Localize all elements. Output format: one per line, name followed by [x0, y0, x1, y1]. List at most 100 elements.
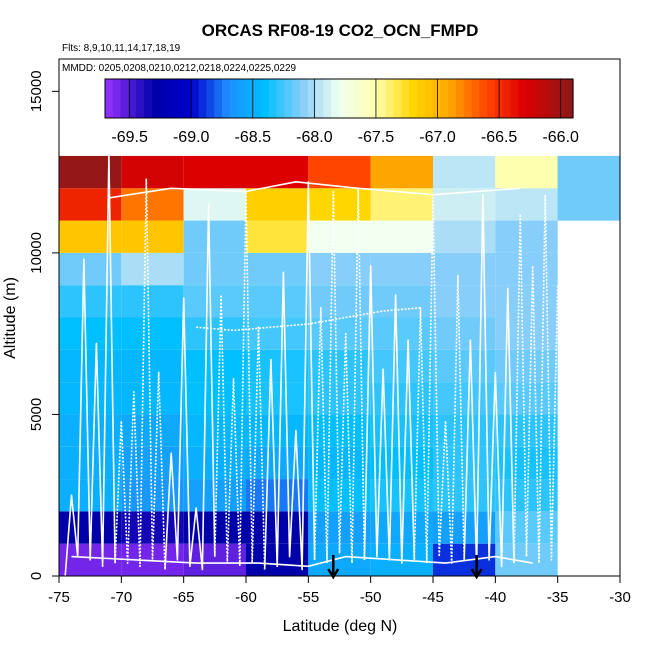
heatmap-cell-75 [246, 285, 309, 318]
heatmap-cell-59 [370, 349, 433, 383]
chart-title: ORCAS RF08-19 CO2_OCN_FMPD [202, 21, 479, 40]
colorbar-segment-4 [136, 79, 145, 118]
heatmap-cell-114 [433, 155, 496, 189]
x-tick-label-9: -30 [609, 589, 631, 606]
heatmap-cell-87 [433, 252, 496, 286]
heatmap-cell-74 [183, 285, 246, 318]
colorbar-tick-label-4: -67.5 [358, 129, 395, 146]
colorbar-segment-47 [471, 79, 480, 118]
heatmap-cell-79 [495, 285, 558, 318]
plot-frame [58, 58, 621, 577]
x-tick-label-5: -50 [360, 589, 382, 606]
colorbar-segment-19 [253, 79, 262, 118]
colorbar-segment-35 [378, 79, 387, 118]
heatmap-cell-111 [246, 155, 309, 189]
colorbar-segment-18 [245, 79, 254, 118]
heatmap-cell-91 [121, 220, 184, 253]
heatmap-cell-18 [59, 479, 122, 512]
colorbar-segment-46 [463, 79, 473, 118]
colorbar-segment-13 [206, 79, 215, 118]
x-tick-label-8: -35 [547, 589, 569, 606]
x-axis-label: Latitude (deg N) [283, 618, 398, 635]
colorbar-segment-8 [167, 79, 176, 118]
colorbar-segment-23 [284, 79, 293, 118]
flight-profiles [64, 155, 559, 577]
heatmap-cell-92 [183, 220, 246, 253]
colorbar-segment-33 [362, 79, 371, 118]
heatmap-cell-20 [183, 479, 246, 512]
colorbar-segment-41 [424, 79, 434, 118]
flights-label: Flts: 8,9,10,11,14,17,18,19 [62, 43, 181, 54]
heatmap-cell-86 [370, 252, 433, 286]
heatmap-cell-56 [183, 349, 246, 383]
heatmap-cell-96 [433, 220, 496, 253]
heatmap-cell-73 [121, 285, 184, 318]
heatmap-cell-83 [183, 252, 246, 286]
heatmap-cell-76 [308, 285, 371, 318]
heatmap-cells [59, 155, 620, 576]
x-tick-label-3: -60 [235, 589, 257, 606]
colorbar-segment-57 [549, 79, 558, 118]
colorbar-tick-label-2: -68.5 [235, 129, 272, 146]
x-tick-label-7: -40 [484, 589, 506, 606]
colorbar-segment-12 [198, 79, 207, 118]
heatmap-cell-51 [433, 382, 496, 415]
heatmap-cell-34 [495, 446, 558, 480]
colorbar-segment-43 [440, 79, 449, 118]
heatmap-cell-43 [495, 414, 558, 447]
flight-profile-0 [64, 155, 116, 577]
x-tick-label-6: -45 [422, 589, 444, 606]
colorbar-segment-52 [510, 79, 519, 118]
heatmap-cell-23 [370, 479, 433, 512]
colorbar-segment-20 [261, 79, 270, 118]
colorbar-segment-27 [315, 79, 324, 118]
colorbar-segment-14 [214, 79, 223, 118]
y-axis: 0 5000 10000 15000 [28, 70, 59, 580]
heatmap-cell-48 [246, 382, 309, 415]
colorbar-segment-36 [385, 79, 395, 118]
heatmap-cell-88 [495, 252, 558, 286]
heatmap-cell-108 [59, 155, 122, 189]
colorbar-segment-11 [190, 79, 200, 118]
heatmap-cell-55 [121, 349, 184, 383]
colorbar-segment-5 [144, 79, 153, 118]
heatmap-cell-100 [121, 188, 184, 221]
colorbar-segment-38 [401, 79, 410, 118]
heatmap-cell-94 [308, 220, 371, 253]
heatmap-cell-112 [308, 155, 371, 189]
heatmap-cell-109 [121, 155, 184, 189]
heatmap-cell-right-band [557, 155, 620, 221]
heatmap-cell-95 [370, 220, 433, 253]
flight-profile-9 [513, 193, 559, 564]
colorbar-segment-6 [151, 79, 161, 118]
colorbar-segment-49 [487, 79, 496, 118]
colorbar-segment-37 [393, 79, 402, 118]
flight-profile-8 [463, 193, 515, 568]
heatmap-cell-77 [370, 285, 433, 318]
heatmap-cell-93 [246, 220, 309, 253]
dates-label: MMDD: 0205,0208,0210,0212,0218,0224,0225… [62, 63, 297, 74]
heatmap-cell-39 [246, 414, 309, 447]
colorbar-segment-10 [183, 79, 192, 118]
colorbar-segment-42 [432, 79, 441, 118]
heatmap-cell-110 [183, 155, 246, 189]
heatmap-cell-84 [246, 252, 309, 286]
heatmap-cell-25 [495, 479, 558, 512]
direction-arrows [327, 555, 483, 580]
x-tick-label-1: -70 [110, 589, 132, 606]
colorbar-segment-55 [534, 79, 543, 118]
heatmap-cell-42 [433, 414, 496, 447]
colorbar-segment-51 [502, 79, 512, 118]
heatmap-cell-45 [59, 382, 122, 415]
heatmap-cell-67 [308, 317, 371, 350]
colorbar-segment-54 [526, 79, 535, 118]
colorbar-segment-17 [237, 79, 246, 118]
y-tick-label-0: 0 [28, 572, 45, 580]
heatmap-cell-78 [433, 285, 496, 318]
heatmap-cell-70 [495, 317, 558, 350]
heatmap-cell-115 [495, 155, 558, 189]
colorbar-segment-1 [112, 79, 122, 118]
heatmap-cell-27 [59, 446, 122, 480]
y-tick-label-1: 5000 [28, 398, 45, 431]
flight-profile-11 [196, 307, 421, 332]
